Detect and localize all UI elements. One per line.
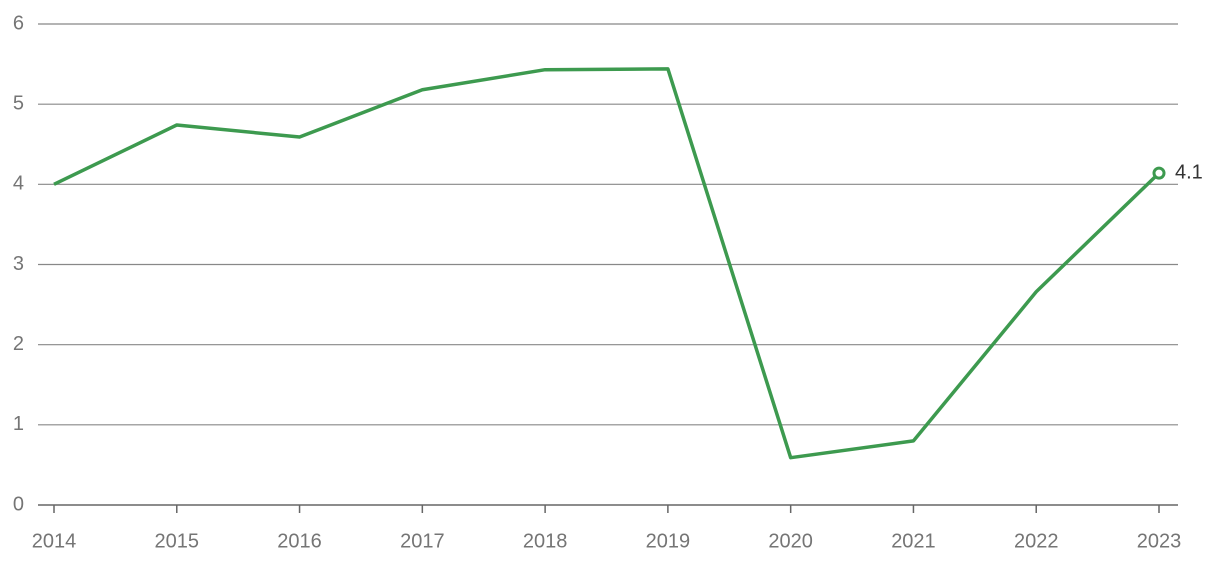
x-tick-label: 2017 [400,530,445,552]
x-tick-label: 2022 [1014,530,1059,552]
x-tick-label: 2018 [523,530,568,552]
x-tick-label: 2015 [155,530,200,552]
x-tick-label: 2016 [277,530,322,552]
y-tick-label: 0 [13,493,24,515]
x-tick-label: 2019 [646,530,691,552]
point-marker [1152,166,1166,180]
x-tick-label: 2014 [32,530,77,552]
y-tick-label: 1 [13,413,24,435]
y-tick-label: 6 [13,12,24,34]
y-tick-label: 4 [13,173,24,195]
x-tick-label: 2021 [891,530,936,552]
x-tick-label: 2020 [768,530,813,552]
y-tick-label: 2 [13,333,24,355]
data-line [53,67,1161,460]
y-tick-label: 3 [13,253,24,275]
y-tick-label: 5 [13,92,24,114]
x-tick-label: 2023 [1137,530,1182,552]
value-label: 4.1 [1175,161,1203,183]
